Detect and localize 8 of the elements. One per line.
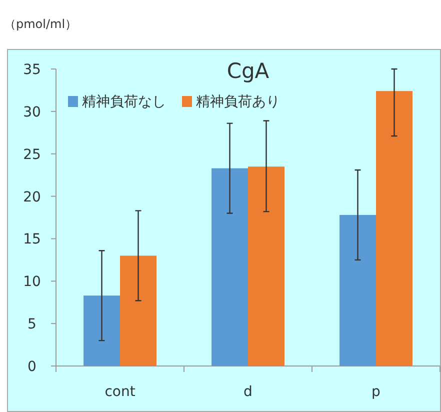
bar — [84, 296, 120, 366]
bar — [248, 166, 284, 366]
bar — [376, 91, 412, 366]
bar — [212, 168, 248, 366]
ylabel: （pmol/ml） — [4, 17, 78, 31]
bar — [120, 256, 156, 366]
bar — [340, 214, 376, 366]
title: CgA — [226, 59, 270, 83]
